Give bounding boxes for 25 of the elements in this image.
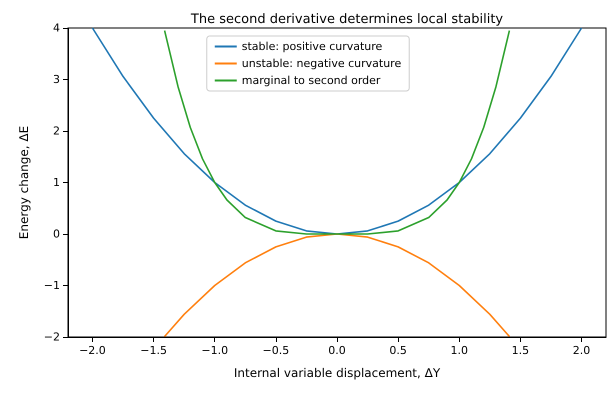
y-tick-label: 4 — [53, 22, 60, 34]
y-axis-title: Energy change, ΔE — [17, 126, 31, 240]
legend-label: marginal to second order — [242, 74, 381, 87]
x-tick-label: −0.5 — [262, 344, 290, 357]
y-tick-label: 1 — [53, 176, 60, 189]
x-tick-label: 0.0 — [328, 344, 346, 357]
chart-title: The second derivative determines local stability — [190, 12, 504, 27]
x-tick-label: −1.0 — [201, 344, 228, 357]
y-tick-label: 2 — [53, 124, 60, 138]
x-tick-label: 0.5 — [389, 344, 407, 357]
legend-label: unstable: negative curvature — [242, 57, 402, 70]
y-tick-label: 0 — [53, 228, 60, 240]
x-tick-label: −2.0 — [79, 344, 106, 357]
line-series — [92, 27, 582, 235]
legend-label: stable: positive curvature — [242, 40, 383, 53]
y-tick-label: −1 — [44, 279, 60, 292]
x-axis-title: Internal variable displacement, ΔY — [234, 366, 441, 380]
line-series — [164, 233, 510, 338]
line-series — [164, 30, 510, 235]
y-tick-label: −2 — [44, 330, 60, 344]
x-tick-label: 1.0 — [450, 344, 468, 357]
x-tick-label: 2.0 — [572, 344, 590, 357]
x-tick-label: −1.5 — [140, 344, 167, 357]
x-tick-label: 1.5 — [512, 344, 530, 357]
y-tick-label: 3 — [53, 73, 60, 86]
